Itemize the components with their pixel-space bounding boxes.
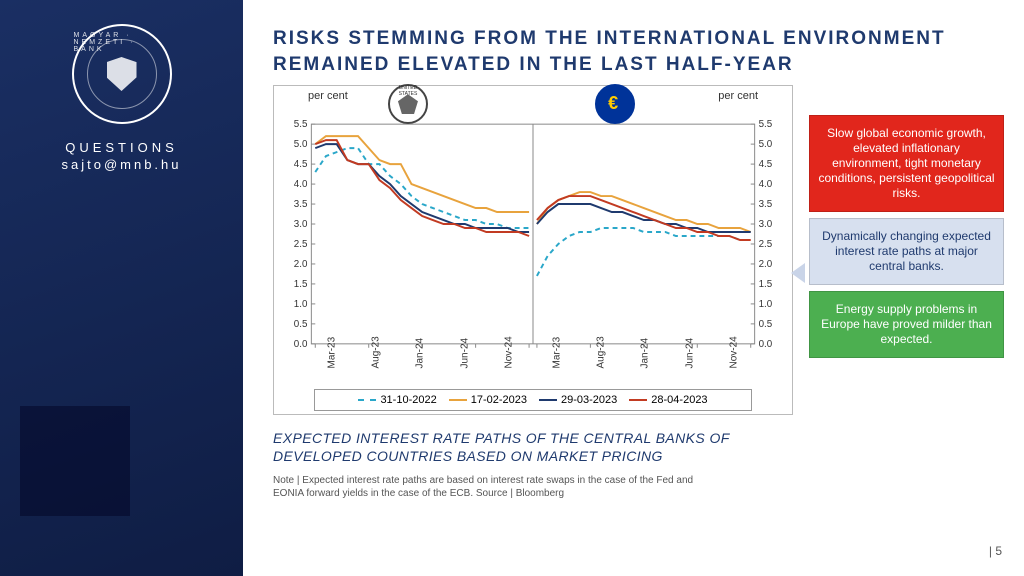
- svg-text:2.0: 2.0: [294, 259, 308, 270]
- questions-label: QUESTIONS: [65, 140, 178, 155]
- svg-text:3.5: 3.5: [294, 199, 308, 210]
- page-title: RISKS STEMMING FROM THE INTERNATIONAL EN…: [273, 26, 1004, 77]
- chart-legend: 31-10-2022 17-02-2023 29-03-2023 28-04-2023: [314, 389, 753, 411]
- svg-text:4.0: 4.0: [759, 179, 773, 190]
- chart-area: per cent per cent UNITED STATES 0.00.00.…: [273, 85, 793, 415]
- legend-label: 17-02-2023: [471, 394, 527, 406]
- chart-note: Note | Expected interest rate paths are …: [273, 474, 713, 500]
- charts-block: per cent per cent UNITED STATES 0.00.00.…: [273, 85, 793, 499]
- svg-text:0.0: 0.0: [294, 339, 308, 350]
- x-tick-label: Jan-24: [415, 357, 426, 369]
- callout-box: Energy supply problems in Europe have pr…: [809, 291, 1004, 358]
- svg-text:4.5: 4.5: [294, 159, 308, 170]
- chart-subtitle: EXPECTED INTEREST RATE PATHS OF THE CENT…: [273, 429, 793, 465]
- legend-item: 31-10-2022: [358, 394, 436, 406]
- svg-text:5.0: 5.0: [294, 139, 308, 150]
- shield-icon: [107, 57, 137, 91]
- x-tick-label: Aug-23: [371, 357, 382, 369]
- callout-box: Slow global economic growth, elevated in…: [809, 115, 1004, 212]
- legend-item: 28-04-2023: [629, 394, 707, 406]
- x-axis-labels: Mar-23 Aug-23 Jan-24 Jun-24 Nov-24 Mar-23 Aug-…: [308, 339, 758, 368]
- content-row: per cent per cent UNITED STATES 0.00.00.…: [273, 85, 1004, 499]
- svg-text:2.0: 2.0: [759, 259, 773, 270]
- svg-text:1.5: 1.5: [294, 279, 308, 290]
- legend-label: 28-04-2023: [651, 394, 707, 406]
- svg-text:3.5: 3.5: [759, 199, 773, 210]
- x-tick-label: Mar-23: [552, 357, 563, 369]
- legend-label: 31-10-2022: [380, 394, 436, 406]
- svg-text:1.0: 1.0: [759, 299, 773, 310]
- svg-text:5.5: 5.5: [759, 119, 773, 130]
- main-content: RISKS STEMMING FROM THE INTERNATIONAL EN…: [243, 0, 1024, 576]
- slide: MAGYAR · NEMZETI · BANK QUESTIONS sajto@…: [0, 0, 1024, 576]
- legend-label: 29-03-2023: [561, 394, 617, 406]
- x-tick-label: Nov-24: [503, 357, 514, 369]
- svg-text:4.5: 4.5: [759, 159, 773, 170]
- svg-text:0.5: 0.5: [294, 319, 308, 330]
- page-number: | 5: [989, 544, 1002, 558]
- svg-text:3.0: 3.0: [294, 219, 308, 230]
- legend-item: 17-02-2023: [449, 394, 527, 406]
- svg-text:0.0: 0.0: [759, 339, 773, 350]
- callout-box: Dynamically changing expected interest r…: [809, 218, 1004, 285]
- y-axis-unit-left: per cent: [308, 90, 348, 102]
- svg-text:2.5: 2.5: [294, 239, 308, 250]
- x-tick-label: Jun-24: [684, 357, 695, 369]
- svg-text:0.5: 0.5: [759, 319, 773, 330]
- sidebar: MAGYAR · NEMZETI · BANK QUESTIONS sajto@…: [0, 0, 243, 576]
- svg-text:3.0: 3.0: [759, 219, 773, 230]
- svg-text:1.5: 1.5: [759, 279, 773, 290]
- x-tick-label: Nov-24: [728, 357, 739, 369]
- fed-logo-icon: UNITED STATES: [388, 84, 428, 124]
- x-tick-label: Aug-23: [596, 357, 607, 369]
- logo-ring-text: MAGYAR · NEMZETI · BANK: [74, 32, 170, 53]
- rate-paths-chart: 0.0 0.0 0.5 0.5 1.0 1.0 1.5 1.5 2.0 2.0 2.5 2.5 3.0 3…: [278, 90, 788, 378]
- svg-text:5.5: 5.5: [294, 119, 308, 130]
- mnb-logo: MAGYAR · NEMZETI · BANK: [72, 24, 172, 124]
- x-tick-label: Jan-24: [640, 357, 651, 369]
- svg-text:2.5: 2.5: [759, 239, 773, 250]
- svg-text:4.0: 4.0: [294, 179, 308, 190]
- y-axis-unit-right: per cent: [718, 90, 758, 102]
- callout-column: Slow global economic growth, elevated in…: [809, 115, 1004, 358]
- svg-text:5.0: 5.0: [759, 139, 773, 150]
- legend-item: 29-03-2023: [539, 394, 617, 406]
- contact-email: sajto@mnb.hu: [61, 157, 181, 172]
- x-tick-label: Jun-24: [459, 357, 470, 369]
- svg-text:1.0: 1.0: [294, 299, 308, 310]
- x-tick-label: Mar-23: [327, 357, 338, 369]
- decorative-square: [20, 406, 130, 516]
